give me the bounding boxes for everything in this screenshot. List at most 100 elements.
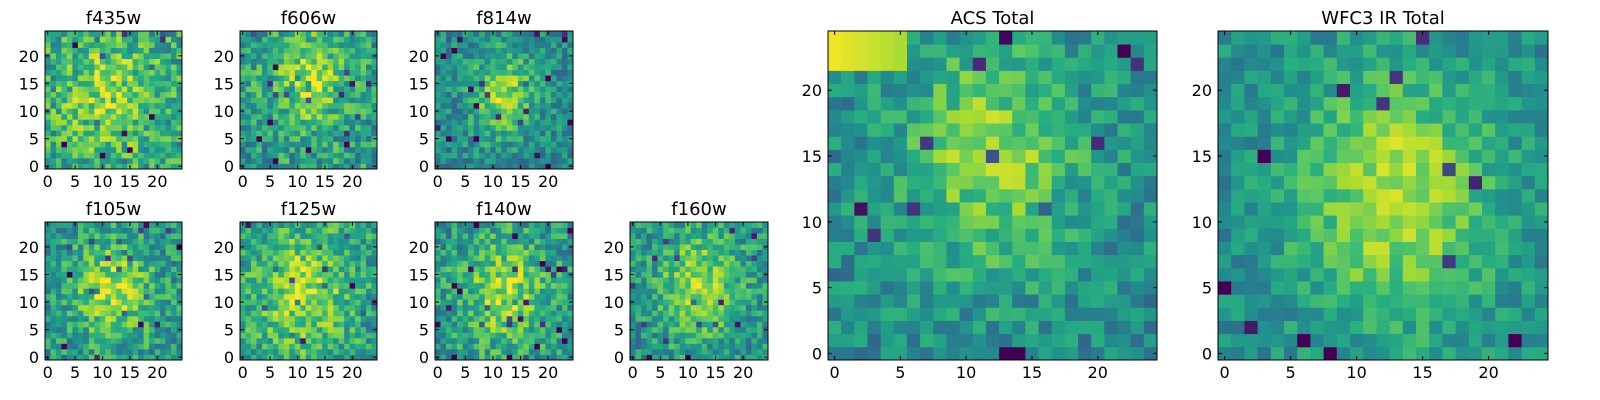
heatmap-cell	[322, 233, 329, 239]
heatmap-cell	[110, 86, 117, 93]
heatmap-cell	[149, 119, 155, 126]
heatmap-cell	[685, 293, 692, 300]
heatmap-cell	[435, 343, 441, 350]
heatmap-cell	[539, 343, 546, 350]
heatmap-cell	[495, 146, 502, 153]
heatmap-cell	[959, 333, 974, 348]
heatmap-cell	[435, 348, 441, 355]
heatmap-cell	[138, 233, 145, 239]
heatmap-cell	[756, 249, 763, 256]
heatmap-cell	[756, 260, 763, 267]
heatmap-cell	[355, 36, 361, 43]
heatmap-cell	[1104, 175, 1118, 190]
heatmap-cell	[893, 241, 908, 256]
heatmap-cell	[283, 255, 290, 262]
heatmap-cell	[457, 91, 463, 98]
heatmap-cell	[517, 80, 524, 87]
heatmap-cell	[679, 238, 686, 245]
heatmap-cell	[55, 80, 62, 87]
heatmap-cell	[121, 141, 128, 148]
heatmap-cell	[305, 69, 312, 76]
heatmap-cell	[841, 294, 855, 308]
heatmap-cell	[289, 86, 296, 93]
heatmap-cell	[66, 119, 73, 126]
heatmap-cell	[690, 277, 697, 284]
heatmap-cell	[105, 69, 112, 76]
heatmap-cell	[906, 241, 921, 256]
heatmap-cell	[854, 149, 868, 163]
heatmap-cell	[762, 282, 769, 289]
heatmap-cell	[679, 326, 686, 333]
heatmap-cell	[278, 36, 285, 43]
heatmap-cell	[138, 152, 145, 159]
heatmap-cell	[132, 249, 139, 256]
heatmap-cell	[495, 47, 502, 54]
heatmap-cell	[484, 321, 491, 328]
heatmap-cell	[473, 326, 480, 333]
heatmap-cell	[344, 141, 350, 148]
heatmap-cell	[635, 260, 642, 267]
heatmap-cell	[495, 80, 502, 87]
heatmap-cell	[462, 80, 469, 87]
heatmap-cell	[550, 282, 557, 289]
heatmap-cell	[972, 228, 987, 242]
heatmap-cell	[1064, 267, 1079, 282]
heatmap-cell	[138, 315, 145, 322]
heatmap-cell	[360, 36, 367, 43]
heatmap-cell	[338, 102, 345, 109]
heatmap-cell	[506, 288, 513, 295]
heatmap-cell	[143, 337, 150, 344]
heatmap-cell	[294, 288, 301, 295]
heatmap-cell	[501, 299, 508, 306]
heatmap-cell	[462, 36, 469, 43]
heatmap-cell	[349, 277, 356, 284]
heatmap-cell	[685, 227, 692, 234]
heatmap-cell	[1064, 162, 1079, 177]
heatmap-cell	[501, 310, 508, 317]
heatmap-cell	[451, 53, 458, 59]
heatmap-cell	[501, 332, 508, 339]
heatmap-cell	[528, 348, 535, 355]
heatmap-cell	[517, 53, 524, 59]
heatmap-cell	[294, 282, 301, 289]
heatmap-cell	[256, 97, 263, 104]
heatmap-cell	[1104, 215, 1118, 229]
heatmap-cell	[160, 124, 166, 131]
heatmap-cell	[545, 108, 552, 115]
heatmap-cell	[50, 321, 57, 328]
heatmap-cell	[165, 124, 172, 131]
heatmap-cell	[867, 254, 882, 269]
heatmap-cell	[55, 124, 62, 131]
heatmap-cell	[45, 42, 51, 48]
heatmap-cell	[83, 321, 90, 328]
heatmap-cell	[1078, 162, 1092, 177]
heatmap-cell	[333, 69, 340, 76]
heatmap-cell	[462, 326, 469, 333]
heatmap-cell	[278, 42, 285, 48]
heatmap-cell	[1130, 228, 1145, 242]
heatmap-cell	[462, 282, 469, 289]
heatmap-cell	[756, 299, 763, 306]
heatmap-cell	[127, 233, 134, 239]
heatmap-cell	[457, 337, 463, 344]
heatmap-cell	[446, 249, 452, 256]
heatmap-cell	[278, 58, 285, 65]
heatmap-cell	[72, 135, 79, 142]
heatmap-cell	[920, 281, 934, 295]
heatmap-cell	[495, 42, 502, 48]
heatmap-cell	[289, 260, 296, 267]
heatmap-cell	[261, 293, 268, 300]
heatmap-cell	[906, 188, 921, 203]
heatmap-cell	[245, 124, 252, 131]
heatmap-cell	[61, 102, 68, 109]
heatmap-cell	[83, 326, 90, 333]
heatmap-cell	[828, 228, 842, 242]
heatmap-cell	[550, 102, 557, 109]
heatmap-cell	[523, 343, 530, 350]
heatmap-cell	[740, 299, 747, 306]
heatmap-cell	[311, 53, 318, 59]
heatmap-cell	[1051, 254, 1066, 269]
heatmap-cell	[176, 36, 183, 43]
heatmap-cell	[149, 86, 155, 93]
heatmap-cell	[132, 58, 139, 65]
